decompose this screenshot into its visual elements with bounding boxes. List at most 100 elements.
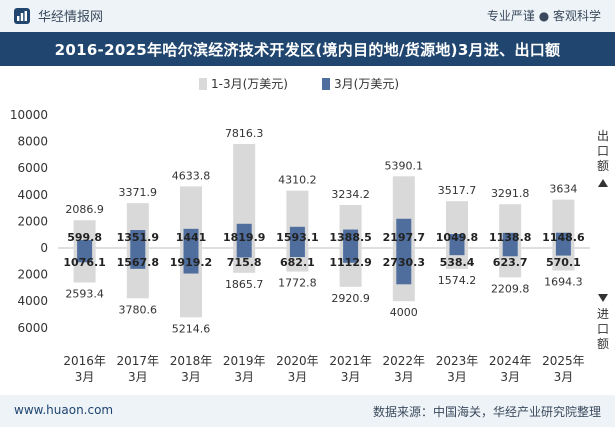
legend-label-monthly: 3月(万美元) — [334, 77, 399, 91]
label-monthly-import: 538.4 — [440, 256, 475, 269]
label-monthly-export: 1138.8 — [489, 231, 531, 244]
label-monthly-import: 1112.9 — [329, 256, 371, 269]
bar-monthly — [77, 240, 93, 263]
x-tick-label-year: 2019年 — [223, 354, 266, 368]
up-arrow-icon — [598, 179, 608, 187]
tagline: 专业严谨 ● 客观科学 — [486, 9, 601, 23]
monthly-bars — [77, 218, 571, 285]
bar-monthly — [130, 230, 146, 269]
label-cumulative-import: 2920.9 — [331, 292, 370, 305]
brand-name: 华经情报网 — [38, 10, 104, 25]
brand-logo-icon — [14, 8, 30, 24]
bar-monthly — [396, 218, 412, 285]
x-tick-label-year: 2017年 — [117, 354, 160, 368]
label-cumulative-export: 3517.7 — [438, 184, 477, 197]
label-cumulative-export: 4633.8 — [172, 169, 211, 182]
label-monthly-import: 715.8 — [227, 256, 262, 269]
label-monthly-import: 1076.1 — [63, 256, 105, 269]
side-label-import-char: 进 — [597, 307, 609, 321]
data-labels: 2086.9 2593.4 599.8 1076.1 3371.9 3780.6 1351.… — [63, 127, 585, 335]
y-tick-label: 6000 — [17, 161, 48, 175]
label-monthly-import: 623.7 — [493, 256, 528, 269]
bar-monthly — [183, 228, 199, 274]
label-monthly-export: 2197.7 — [383, 231, 425, 244]
title-bar: 2016-2025年哈尔滨经济技术开发区(境内目的地/货源地)3月进、出口额 — [0, 32, 615, 66]
x-tick-label-year: 2020年 — [276, 354, 319, 368]
label-cumulative-export: 5390.1 — [385, 159, 424, 172]
x-tick-label-month: 3月 — [288, 370, 308, 384]
label-cumulative-import: 2593.4 — [65, 287, 104, 300]
side-label-import-char: 口 — [597, 322, 609, 336]
label-monthly-export: 1351.9 — [117, 231, 159, 244]
label-monthly-export: 1819.9 — [223, 231, 265, 244]
x-tick-label-month: 3月 — [341, 370, 361, 384]
x-tick-label-year: 2018年 — [170, 354, 213, 368]
label-monthly-import: 2730.3 — [383, 256, 425, 269]
x-tick-label-month: 3月 — [234, 370, 254, 384]
x-tick-label-month: 3月 — [500, 370, 520, 384]
footer-bar: www.huaon.com 数据来源：中国海关，华经产业研究院整理 — [0, 395, 615, 427]
side-label-export-char: 出 — [597, 129, 609, 143]
label-cumulative-import: 1865.7 — [225, 278, 264, 291]
site-url: www.huaon.com — [14, 403, 114, 417]
label-monthly-import: 682.1 — [280, 256, 315, 269]
x-tick-label-year: 2025年 — [542, 354, 585, 368]
chart-area: 1-3月(万美元) 3月(万美元) 10000 8000 6000 4000 2000 0 2… — [10, 77, 609, 384]
side-label-export-char: 额 — [597, 159, 609, 173]
y-tick-label: 4000 — [17, 294, 48, 308]
x-tick-label-month: 3月 — [75, 370, 95, 384]
y-tick-label: 2000 — [17, 214, 48, 228]
bar-monthly — [289, 226, 305, 258]
label-monthly-import: 1919.2 — [170, 256, 212, 269]
x-tick-label-month: 3月 — [181, 370, 201, 384]
label-monthly-export: 1148.6 — [542, 231, 585, 244]
x-tick-label-year: 2016年 — [63, 354, 106, 368]
label-monthly-export: 1441 — [176, 231, 207, 244]
bar-monthly — [502, 232, 518, 257]
label-cumulative-export: 3291.8 — [491, 187, 530, 200]
side-label-import-char: 额 — [597, 337, 609, 351]
y-tick-label: 2000 — [17, 268, 48, 282]
axes: 10000 8000 6000 4000 2000 0 2000 4000 6000 — [10, 108, 590, 335]
x-tick-labels: 2016年 3月 2017年 3月 2018年 3月 2019年 3月 2020年 3月 2021年… — [63, 354, 584, 384]
down-arrow-icon — [598, 294, 608, 302]
chart-title: 2016-2025年哈尔滨经济技术开发区(境内目的地/货源地)3月进、出口额 — [54, 41, 561, 59]
label-cumulative-import: 3780.6 — [119, 303, 158, 316]
x-tick-label-year: 2021年 — [329, 354, 372, 368]
y-tick-label: 10000 — [10, 108, 48, 122]
label-cumulative-export: 2086.9 — [65, 203, 104, 216]
label-cumulative-import: 1574.2 — [438, 274, 477, 287]
label-cumulative-export: 3634 — [549, 183, 577, 196]
side-label-export-char: 口 — [597, 144, 609, 158]
label-cumulative-import: 5214.6 — [172, 322, 211, 335]
label-monthly-import: 570.1 — [546, 256, 581, 269]
data-source: 数据来源：中国海关，华经产业研究院整理 — [372, 405, 601, 419]
label-cumulative-import: 1694.3 — [544, 276, 583, 289]
x-tick-label-year: 2023年 — [436, 354, 479, 368]
x-tick-label-year: 2022年 — [383, 354, 426, 368]
bar-monthly — [555, 232, 571, 256]
y-tick-label: 0 — [40, 241, 48, 255]
label-monthly-export: 1388.5 — [329, 231, 371, 244]
label-monthly-import: 1567.8 — [117, 256, 159, 269]
x-tick-label-month: 3月 — [554, 370, 574, 384]
legend: 1-3月(万美元) 3月(万美元) — [199, 77, 399, 91]
label-cumulative-import: 2209.8 — [491, 282, 530, 295]
label-cumulative-export: 4310.2 — [278, 174, 317, 187]
label-cumulative-import: 4000 — [390, 306, 418, 319]
label-monthly-export: 1593.1 — [276, 231, 318, 244]
legend-label-cumulative: 1-3月(万美元) — [211, 77, 288, 91]
x-tick-label-month: 3月 — [394, 370, 414, 384]
bar-monthly — [236, 223, 252, 258]
legend-swatch-monthly — [322, 78, 330, 90]
label-cumulative-export: 7816.3 — [225, 127, 264, 140]
y-tick-label: 4000 — [17, 188, 48, 202]
x-tick-label-year: 2024年 — [489, 354, 532, 368]
x-tick-label-month: 3月 — [447, 370, 467, 384]
y-tick-label: 6000 — [17, 321, 48, 335]
legend-swatch-cumulative — [199, 78, 207, 90]
header-bar: 华经情报网 专业严谨 ● 客观科学 — [0, 0, 615, 32]
label-cumulative-export: 3371.9 — [119, 186, 158, 199]
